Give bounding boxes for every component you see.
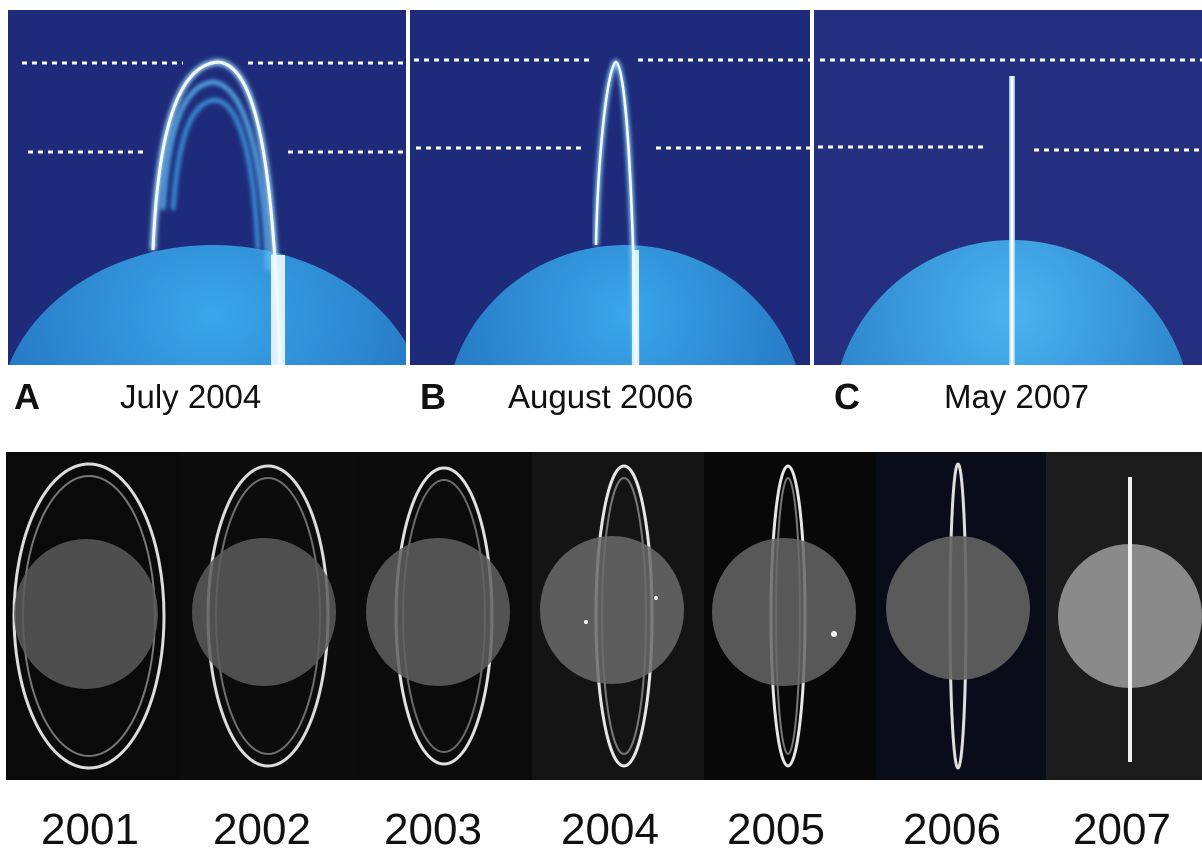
panel-b-image xyxy=(410,10,810,365)
caption-c: C May 2007 xyxy=(834,372,1089,422)
year-label-2004: 2004 xyxy=(561,805,659,854)
panel-a-image xyxy=(8,10,406,365)
year-label-2003: 2003 xyxy=(384,805,482,854)
uranus-sequence-strip xyxy=(6,452,1202,780)
panel-c-image xyxy=(814,10,1202,365)
uranus-2001-image xyxy=(6,452,180,780)
year-label-2006: 2006 xyxy=(903,805,1001,854)
year-label-2001: 2001 xyxy=(41,805,139,854)
uranus-2006-image xyxy=(876,452,1046,780)
panel-letter: C xyxy=(834,376,860,417)
caption-b: B August 2006 xyxy=(420,372,693,422)
year-label-2002: 2002 xyxy=(213,805,311,854)
uranus-2007-image xyxy=(1046,452,1202,780)
uranus-2005-image xyxy=(704,452,876,780)
uranus-2004-image xyxy=(532,452,704,780)
caption-a: A July 2004 xyxy=(14,372,261,422)
panel-date: May 2007 xyxy=(944,378,1089,415)
panel-letter: A xyxy=(14,376,40,417)
year-label-2007: 2007 xyxy=(1073,805,1171,854)
panel-letter: B xyxy=(420,376,446,417)
panel-date: August 2006 xyxy=(508,378,694,415)
uranus-2002-image xyxy=(180,452,356,780)
uranus-2003-image xyxy=(356,452,532,780)
year-label-2005: 2005 xyxy=(727,805,825,854)
panel-date: July 2004 xyxy=(120,378,262,415)
